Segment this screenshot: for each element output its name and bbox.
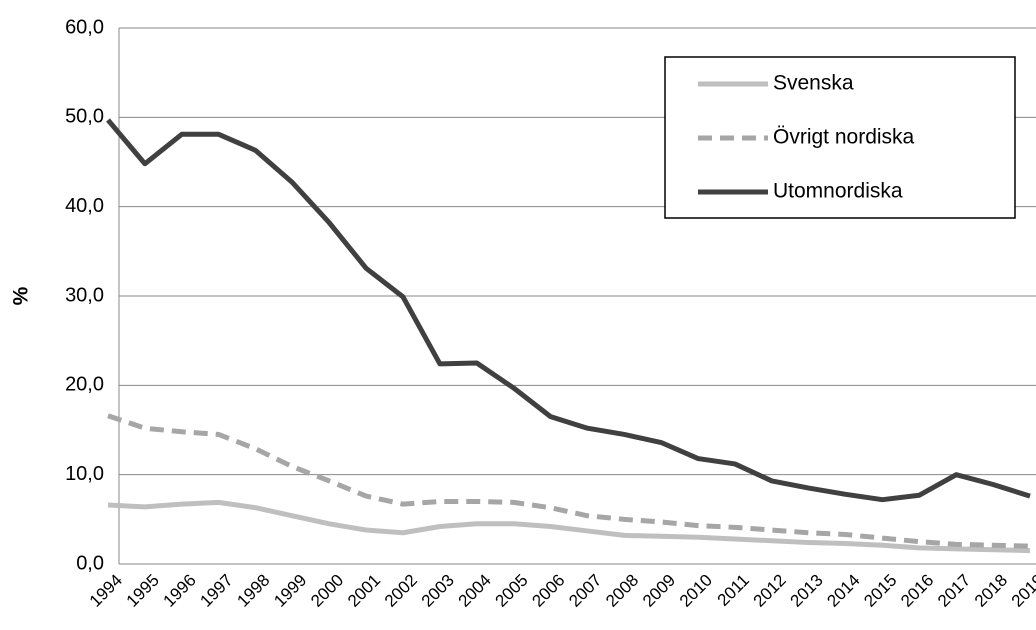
- x-tick-label: 2008: [602, 571, 642, 611]
- x-tick-label: 2005: [491, 571, 531, 611]
- y-tick-label: 40,0: [65, 195, 104, 217]
- y-tick-label: 10,0: [65, 463, 104, 485]
- y-tick-label: 0,0: [76, 552, 104, 574]
- x-tick-label: 2009: [639, 571, 679, 611]
- x-tick-label: 2014: [823, 571, 863, 611]
- x-tick-label: 2007: [565, 571, 605, 611]
- series-line: [106, 118, 1031, 503]
- x-tick-label: 1995: [123, 571, 163, 611]
- x-tick-label: 2013: [787, 571, 827, 611]
- legend-label: Svenska: [773, 72, 854, 95]
- x-tick-label: 2000: [307, 571, 347, 611]
- y-tick-label: 20,0: [65, 374, 104, 396]
- series-line: [107, 413, 1031, 549]
- x-tick-label: 2006: [528, 571, 568, 611]
- x-tick-label: 2010: [676, 571, 716, 611]
- legend-label: Utomnordiska: [773, 180, 903, 203]
- x-tick-label: 2003: [418, 571, 458, 611]
- x-tick-label: 2002: [381, 571, 421, 611]
- x-tick-label: 1997: [196, 571, 236, 611]
- x-tick-label: 2016: [897, 571, 937, 611]
- x-tick-label: 2019: [1008, 571, 1036, 611]
- y-axis-label: %: [10, 286, 33, 305]
- x-tick-label: 2017: [934, 571, 974, 611]
- x-tick-label: 1999: [270, 571, 310, 611]
- x-tick-label: 1998: [233, 571, 273, 611]
- x-tick-label: 1994: [86, 571, 126, 611]
- y-tick-label: 60,0: [65, 16, 104, 38]
- y-tick-label: 30,0: [65, 284, 104, 306]
- x-tick-label: 2012: [750, 571, 790, 611]
- legend-label: Övrigt nordiska: [773, 126, 915, 149]
- x-tick-label: 1996: [160, 571, 200, 611]
- x-tick-label: 2015: [860, 571, 900, 611]
- series-line: [107, 499, 1031, 554]
- y-tick-label: 50,0: [65, 106, 104, 128]
- x-tick-label: 2018: [971, 571, 1011, 611]
- x-tick-label: 2004: [455, 571, 495, 611]
- x-tick-label: 2011: [714, 571, 753, 610]
- x-tick-label: 2001: [344, 571, 384, 611]
